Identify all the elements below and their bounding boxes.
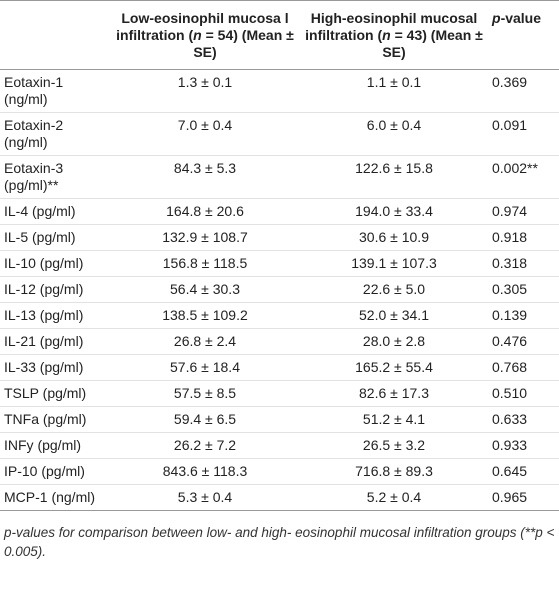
cell: 30.6 ± 10.9 (300, 224, 488, 251)
table-row: INFy (pg/ml) 26.2 ± 7.2 26.5 ± 3.2 0.933 (0, 432, 559, 459)
cell: 0.768 (488, 354, 559, 381)
cell: 0.965 (488, 484, 559, 511)
row-label: TSLP (pg/ml) (0, 380, 110, 407)
row-label: IL-21 (pg/ml) (0, 328, 110, 355)
cell: 82.6 ± 17.3 (300, 380, 488, 407)
cell: 132.9 ± 108.7 (110, 224, 300, 251)
cell: 0.633 (488, 406, 559, 433)
cell: 194.0 ± 33.4 (300, 198, 488, 225)
cell: 0.476 (488, 328, 559, 355)
cell: 5.3 ± 0.4 (110, 484, 300, 511)
cell: 26.5 ± 3.2 (300, 432, 488, 459)
header-cell (0, 1, 110, 70)
cell: 0.139 (488, 302, 559, 329)
cell: 28.0 ± 2.8 (300, 328, 488, 355)
cell: 59.4 ± 6.5 (110, 406, 300, 433)
cell: 57.5 ± 8.5 (110, 380, 300, 407)
row-label: IL-13 (pg/ml) (0, 302, 110, 329)
cell: 0.305 (488, 276, 559, 303)
cell: 0.318 (488, 250, 559, 277)
cell: 0.974 (488, 198, 559, 225)
cell: 84.3 ± 5.3 (110, 155, 300, 199)
table-row: IL-13 (pg/ml) 138.5 ± 109.2 52.0 ± 34.1 0.1… (0, 302, 559, 329)
cell: 6.0 ± 0.4 (300, 112, 488, 156)
cell: 52.0 ± 34.1 (300, 302, 488, 329)
cell: 139.1 ± 107.3 (300, 250, 488, 277)
header-text: -value (500, 10, 542, 26)
cell: 0.002** (488, 155, 559, 199)
footnote: p-values for comparison between low- and… (4, 525, 555, 559)
cell: 7.0 ± 0.4 (110, 112, 300, 156)
row-label: IL-33 (pg/ml) (0, 354, 110, 381)
table-row: IL-10 (pg/ml) 156.8 ± 118.5 139.1 ± 107.3 0… (0, 250, 559, 277)
cell: 138.5 ± 109.2 (110, 302, 300, 329)
cell: 843.6 ± 118.3 (110, 458, 300, 485)
cell: 26.8 ± 2.4 (110, 328, 300, 355)
row-label: IL-4 (pg/ml) (0, 198, 110, 225)
header-cell: Low-eosinophil mucosa l infiltration (n … (110, 1, 300, 70)
table-row: TNFa (pg/ml) 59.4 ± 6.5 51.2 ± 4.1 0.633 (0, 406, 559, 433)
row-label: Eotaxin-3 (pg/ml)** (0, 155, 110, 199)
header-text: = 43) (Mean ± SE) (382, 27, 483, 60)
row-label: MCP-1 (ng/ml) (0, 484, 110, 511)
row-label: IL-10 (pg/ml) (0, 250, 110, 277)
row-label: TNFa (pg/ml) (0, 406, 110, 433)
cell: 1.1 ± 0.1 (300, 69, 488, 113)
row-label: IL-12 (pg/ml) (0, 276, 110, 303)
cell: 0.510 (488, 380, 559, 407)
table-row: IL-21 (pg/ml) 26.8 ± 2.4 28.0 ± 2.8 0.476 (0, 328, 559, 355)
table-row: Eotaxin-1 (ng/ml) 1.3 ± 0.1 1.1 ± 0.1 0.369 (0, 69, 559, 113)
cell: 5.2 ± 0.4 (300, 484, 488, 511)
cell: 122.6 ± 15.8 (300, 155, 488, 199)
row-label: Eotaxin-1 (ng/ml) (0, 69, 110, 113)
table-row: Eotaxin-3 (pg/ml)** 84.3 ± 5.3 122.6 ± 15.… (0, 155, 559, 199)
table-row: IP-10 (pg/ml) 843.6 ± 118.3 716.8 ± 89.3 0.… (0, 458, 559, 485)
table-row: TSLP (pg/ml) 57.5 ± 8.5 82.6 ± 17.3 0.510 (0, 380, 559, 407)
header-cell: High-eosinophil mucosal infiltration (n … (300, 1, 488, 70)
cell: 0.918 (488, 224, 559, 251)
header-text: n (193, 27, 202, 43)
header-cell: p-value (488, 1, 559, 70)
cell: 1.3 ± 0.1 (110, 69, 300, 113)
cell: 716.8 ± 89.3 (300, 458, 488, 485)
header-row: Low-eosinophil mucosa l infiltration (n … (0, 0, 559, 70)
table-row: Eotaxin-2 (ng/ml) 7.0 ± 0.4 6.0 ± 0.4 0.091 (0, 112, 559, 156)
row-label: INFy (pg/ml) (0, 432, 110, 459)
data-table: Low-eosinophil mucosa l infiltration (n … (0, 0, 559, 511)
header-text: n (382, 27, 391, 43)
cell: 156.8 ± 118.5 (110, 250, 300, 277)
table-row: IL-5 (pg/ml) 132.9 ± 108.7 30.6 ± 10.9 0.91… (0, 224, 559, 251)
cell: 0.645 (488, 458, 559, 485)
table-row: MCP-1 (ng/ml) 5.3 ± 0.4 5.2 ± 0.4 0.965 (0, 484, 559, 511)
cell: 56.4 ± 30.3 (110, 276, 300, 303)
cell: 164.8 ± 20.6 (110, 198, 300, 225)
cell: 165.2 ± 55.4 (300, 354, 488, 381)
header-text: High-eosinophil mucosal infiltration ( (305, 10, 478, 43)
cell: 0.091 (488, 112, 559, 156)
cell: 51.2 ± 4.1 (300, 406, 488, 433)
cell: 22.6 ± 5.0 (300, 276, 488, 303)
table-row: IL-4 (pg/ml) 164.8 ± 20.6 194.0 ± 33.4 0.97… (0, 198, 559, 225)
row-label: Eotaxin-2 (ng/ml) (0, 112, 110, 156)
cell: 57.6 ± 18.4 (110, 354, 300, 381)
table-header: Low-eosinophil mucosa l infiltration (n … (0, 0, 559, 70)
cell: 26.2 ± 7.2 (110, 432, 300, 459)
header-text: Low-eosinophil mucosa l infiltration ( (116, 10, 289, 43)
row-label: IP-10 (pg/ml) (0, 458, 110, 485)
cell: 0.369 (488, 69, 559, 113)
header-text: = 54) (Mean ± SE) (193, 27, 294, 60)
table-row: IL-12 (pg/ml) 56.4 ± 30.3 22.6 ± 5.0 0.305 (0, 276, 559, 303)
header-text: p (492, 10, 501, 26)
cell: 0.933 (488, 432, 559, 459)
row-label: IL-5 (pg/ml) (0, 224, 110, 251)
table-body: Eotaxin-1 (ng/ml) 1.3 ± 0.1 1.1 ± 0.1 0.369… (0, 69, 559, 511)
table-row: IL-33 (pg/ml) 57.6 ± 18.4 165.2 ± 55.4 0.76… (0, 354, 559, 381)
